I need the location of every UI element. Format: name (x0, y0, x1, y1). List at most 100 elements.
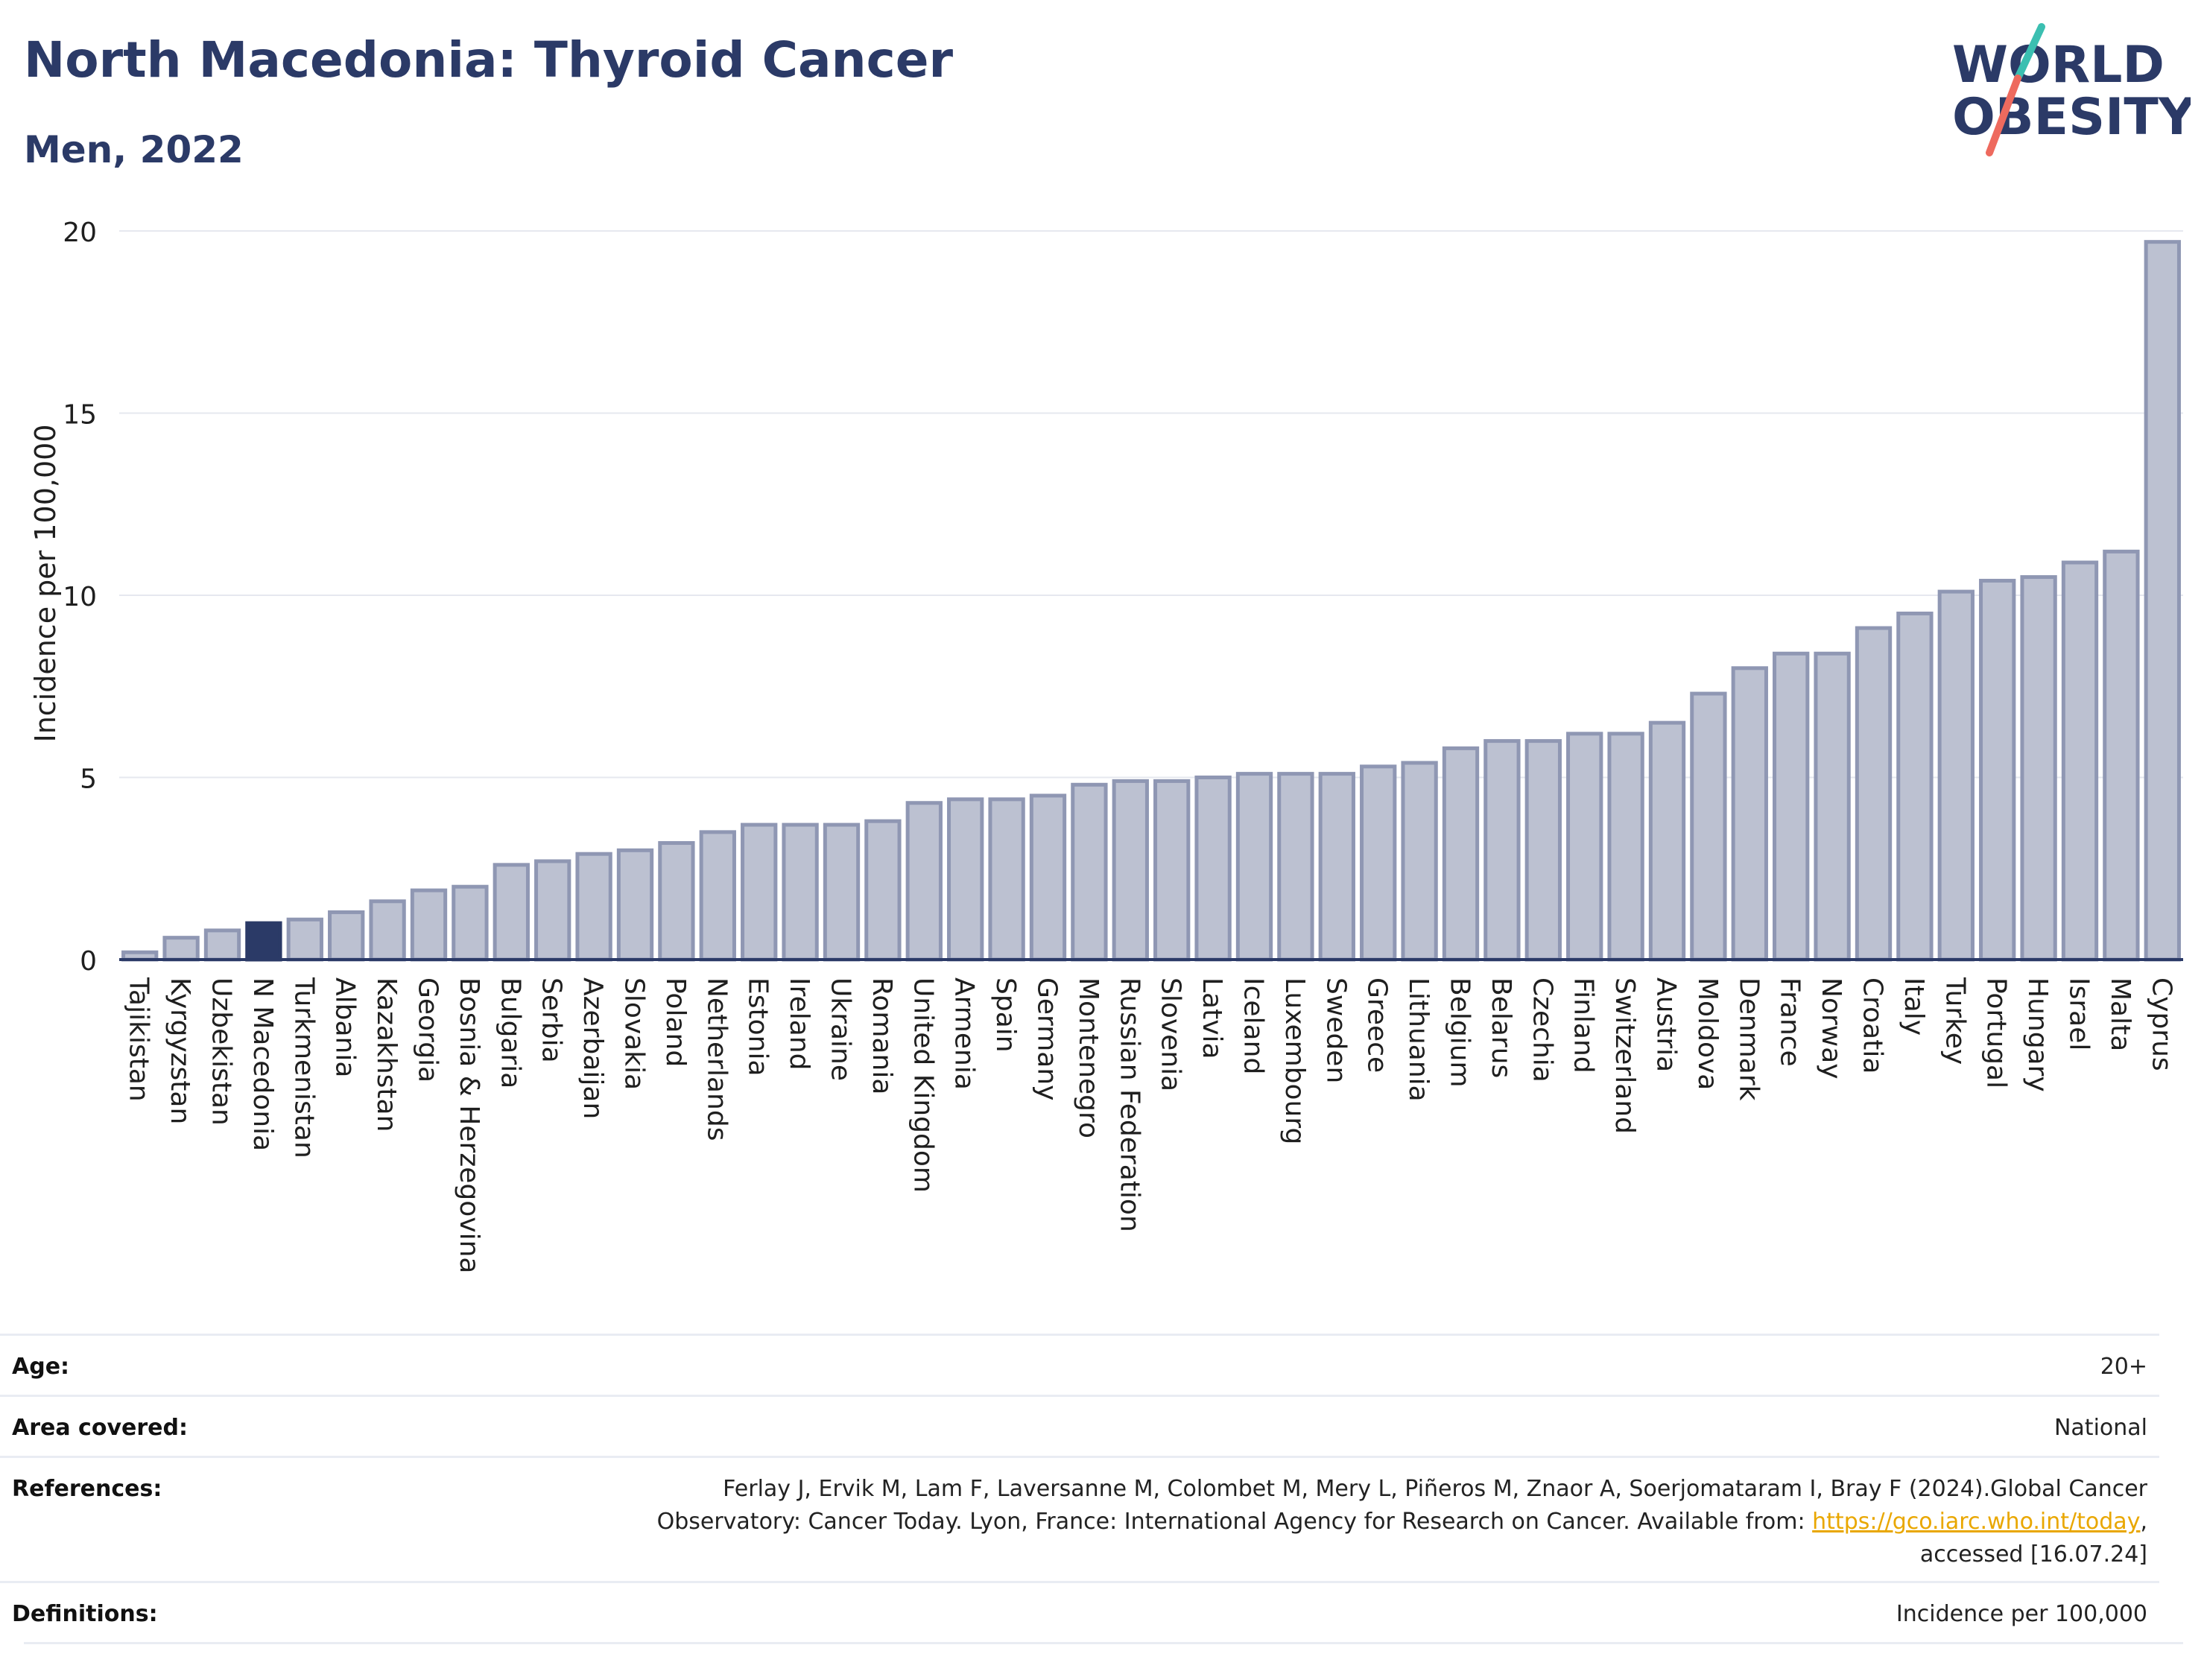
definitions-label: Definitions: (12, 1601, 158, 1627)
x-tick-label: Slovenia (1156, 977, 1186, 1091)
y-tick-label: 0 (80, 946, 97, 977)
bar (1442, 746, 1480, 962)
x-tick-label: Belgium (1445, 977, 1475, 1088)
x-tick-label: France (1775, 977, 1805, 1067)
x-tick-label: Kyrgyzstan (165, 977, 195, 1124)
bar (452, 884, 489, 962)
bar (2144, 240, 2181, 962)
bar (658, 841, 695, 962)
x-tick-label: Romania (867, 977, 897, 1094)
bar (1524, 739, 1562, 962)
bar (534, 859, 571, 962)
logo-slash-bottom (1986, 75, 2021, 156)
bar (1896, 611, 1934, 962)
y-tick-label: 15 (63, 400, 97, 431)
info-row-references: References: Ferlay J, Ervik M, Lam F, La… (0, 1456, 2159, 1582)
world-obesity-logo: WORLD OBESITY (1952, 23, 2191, 156)
bar (741, 822, 778, 962)
bar (1153, 779, 1191, 962)
x-tick-label: Hungary (2022, 977, 2053, 1092)
references-line-2-text: Observatory: Cancer Today. Lyon, France:… (656, 1509, 1813, 1535)
bar (1855, 626, 1893, 962)
x-tick-label: Malta (2105, 977, 2135, 1051)
bar (203, 928, 241, 962)
x-tick-label: Portugal (1981, 977, 2012, 1088)
x-tick-label: Azerbaijan (577, 977, 608, 1119)
area-label: Area covered: (12, 1415, 188, 1441)
bar (864, 819, 902, 962)
x-tick-label: Tajikistan (124, 977, 154, 1102)
bar (1731, 666, 1768, 962)
x-tick-label: Belarus (1486, 977, 1516, 1078)
x-tick-label: Greece (1362, 977, 1393, 1073)
references-line-1: Ferlay J, Ervik M, Lam F, Laversanne M, … (723, 1476, 2147, 1502)
x-tick-label: Ireland (784, 977, 814, 1071)
x-tick-label: Sweden (1320, 977, 1351, 1083)
logo-text-world: WORLD (1952, 36, 2165, 95)
definitions-value: Incidence per 100,000 (1896, 1601, 2147, 1627)
x-tick-label: Slovakia (619, 977, 650, 1090)
bar (1483, 739, 1521, 962)
info-bottom-divider (24, 1642, 2183, 1644)
bar (2061, 560, 2099, 962)
bar (286, 917, 323, 962)
age-label: Age: (12, 1354, 70, 1380)
references-line-3: accessed [16.07.24] (1919, 1541, 2147, 1568)
bar (947, 797, 984, 962)
bar (988, 797, 1025, 962)
x-tick-label: Bulgaria (495, 977, 525, 1088)
bar (905, 801, 943, 962)
bar (1607, 732, 1644, 962)
x-tick-label: Germany (1032, 977, 1063, 1100)
bar-chart: 0 5 10 15 20 Incidence per 100,000 Tajikistan K… (29, 218, 2183, 1273)
x-tick-label: Turkmenistan (288, 977, 319, 1158)
references-link[interactable]: https://gco.iarc.who.int/today (1812, 1509, 2141, 1535)
x-tick-label: United Kingdom (908, 977, 938, 1193)
x-tick-label: Estonia (743, 977, 773, 1077)
bar (1814, 651, 1851, 962)
bar (1194, 776, 1232, 962)
x-tick-label: Moldova (1692, 977, 1723, 1090)
x-tick-label: Lithuania (1403, 977, 1434, 1102)
info-row-definitions: Definitions: Incidence per 100,000 (0, 1581, 2159, 1643)
x-tick-label: N Macedonia (247, 977, 278, 1151)
x-tick-label: Montenegro (1073, 977, 1103, 1138)
x-tick-label: Netherlands (701, 977, 732, 1141)
info-row-area: Area covered: National (0, 1395, 2159, 1456)
bar (616, 848, 654, 962)
bar (575, 852, 612, 962)
x-tick-label: Austria (1651, 977, 1682, 1072)
bar (1773, 651, 1810, 962)
x-tick-label: Georgia (413, 977, 443, 1083)
bar (2103, 549, 2140, 962)
bar (1648, 720, 1686, 962)
x-tick-label: Armenia (949, 977, 980, 1090)
x-tick-label: Czechia (1527, 977, 1557, 1083)
bar (1690, 691, 1727, 962)
area-value: National (2053, 1415, 2147, 1441)
bar (1029, 793, 1067, 962)
references-value: Ferlay J, Ervik M, Lam F, Laversanne M, … (657, 1473, 2147, 1571)
y-axis-label: Incidence per 100,000 (29, 424, 62, 742)
bar (1937, 589, 1975, 962)
age-value: 20+ (2100, 1354, 2147, 1380)
x-tick-label: Kazakhstan (371, 977, 402, 1132)
references-label: References: (12, 1476, 162, 1502)
bar (162, 936, 200, 962)
x-tick-label: Finland (1568, 977, 1599, 1074)
bar (2020, 575, 2057, 962)
x-tick-label: Croatia (1858, 977, 1888, 1074)
bar (1318, 772, 1355, 962)
x-tick-label: Spain (990, 977, 1021, 1053)
x-tick-label: Turkey (1939, 977, 1970, 1065)
bar (1112, 779, 1149, 962)
x-tick-label: Israel (2064, 977, 2094, 1050)
bar (699, 830, 736, 962)
x-tick-label: Albania (330, 977, 361, 1077)
references-line-2-end: , (2140, 1509, 2147, 1535)
x-tick-label: Russian Federation (1114, 977, 1144, 1232)
bar (782, 822, 819, 962)
x-tick-label: Uzbekistan (206, 977, 237, 1126)
x-tick-label: Poland (660, 977, 691, 1067)
x-tick-label: Denmark (1733, 977, 1764, 1101)
